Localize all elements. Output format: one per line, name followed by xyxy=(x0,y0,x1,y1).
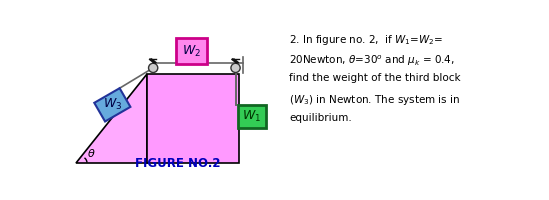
Circle shape xyxy=(231,63,240,73)
Bar xyxy=(147,74,239,163)
Text: equilibrium.: equilibrium. xyxy=(289,113,352,123)
Bar xyxy=(238,105,266,128)
Bar xyxy=(176,38,207,64)
Text: $W_3$: $W_3$ xyxy=(103,97,122,112)
Text: $W_2$: $W_2$ xyxy=(182,43,201,59)
Text: ($W_3$) in Newton. The system is in: ($W_3$) in Newton. The system is in xyxy=(289,93,461,107)
Text: $\theta$: $\theta$ xyxy=(87,147,96,159)
Polygon shape xyxy=(94,88,131,122)
Text: $W_1$: $W_1$ xyxy=(242,109,261,124)
Text: find the weight of the third block: find the weight of the third block xyxy=(289,73,461,83)
Text: 20Newton, $\theta$=30$^o$ and $\mu_k$ = 0.4,: 20Newton, $\theta$=30$^o$ and $\mu_k$ = … xyxy=(289,53,455,68)
Text: FIGURE NO.2: FIGURE NO.2 xyxy=(135,157,221,170)
Polygon shape xyxy=(76,74,147,163)
Text: 2. In figure no. 2,  if $W_1$=$W_2$=: 2. In figure no. 2, if $W_1$=$W_2$= xyxy=(289,33,444,47)
Circle shape xyxy=(149,63,158,73)
